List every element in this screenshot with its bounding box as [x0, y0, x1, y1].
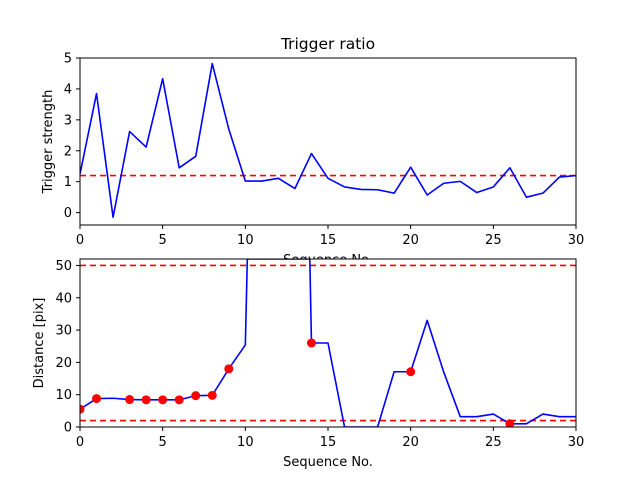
- x-tick-label: 15: [320, 233, 337, 248]
- y-tick-label: 0: [64, 206, 72, 221]
- x-tick-label: 25: [485, 435, 502, 450]
- x-tick-label: 30: [568, 435, 585, 450]
- data-point: [406, 367, 416, 377]
- data-point: [207, 390, 217, 400]
- data-point: [306, 338, 316, 348]
- x-tick-label: 10: [237, 435, 254, 450]
- data-point: [158, 395, 168, 405]
- data-point: [92, 394, 102, 404]
- data-point: [125, 395, 135, 405]
- x-tick-label: 10: [237, 233, 254, 248]
- x-tick-label: 0: [76, 435, 84, 450]
- x-tick-label: 20: [402, 233, 419, 248]
- x-tick-label: 0: [76, 233, 84, 248]
- chart-title: Trigger ratio: [280, 35, 375, 53]
- x-axis-label: Sequence No.: [283, 455, 373, 470]
- x-tick-label: 30: [568, 233, 585, 248]
- data-point: [141, 395, 151, 405]
- x-tick-label: 15: [320, 435, 337, 450]
- y-tick-label: 5: [64, 52, 72, 67]
- y-tick-label: 1: [64, 175, 72, 190]
- y-tick-label: 0: [64, 421, 72, 436]
- y-tick-label: 3: [64, 113, 72, 128]
- distance-chart: 0 5 10 15 20 25 30 0 10 20 30 40 50 Sequence No. Dista…: [32, 258, 585, 470]
- series-line: [80, 62, 576, 219]
- y-tick-label: 40: [55, 291, 72, 306]
- y-tick-label: 10: [55, 388, 72, 403]
- data-point: [224, 364, 234, 374]
- y-tick-label: 2: [64, 144, 72, 159]
- data-point: [80, 404, 85, 414]
- x-tick-label: 5: [159, 233, 167, 248]
- trigger-ratio-chart: 051015202530012345Sequence No.Trigger st…: [41, 35, 584, 268]
- y-axis-label: Distance [pix]: [32, 298, 47, 389]
- x-tick-label: 25: [485, 233, 502, 248]
- y-tick-label: 50: [55, 259, 72, 274]
- data-point: [505, 419, 515, 427]
- x-tick-label: 20: [402, 435, 419, 450]
- y-axis-label: Trigger strength: [41, 90, 56, 195]
- data-point: [191, 391, 201, 401]
- y-tick-label: 4: [64, 82, 72, 97]
- plot-area: [80, 58, 576, 225]
- y-tick-label: 30: [55, 324, 72, 339]
- y-tick-label: 20: [55, 356, 72, 371]
- data-point: [174, 395, 184, 405]
- x-tick-label: 5: [159, 435, 167, 450]
